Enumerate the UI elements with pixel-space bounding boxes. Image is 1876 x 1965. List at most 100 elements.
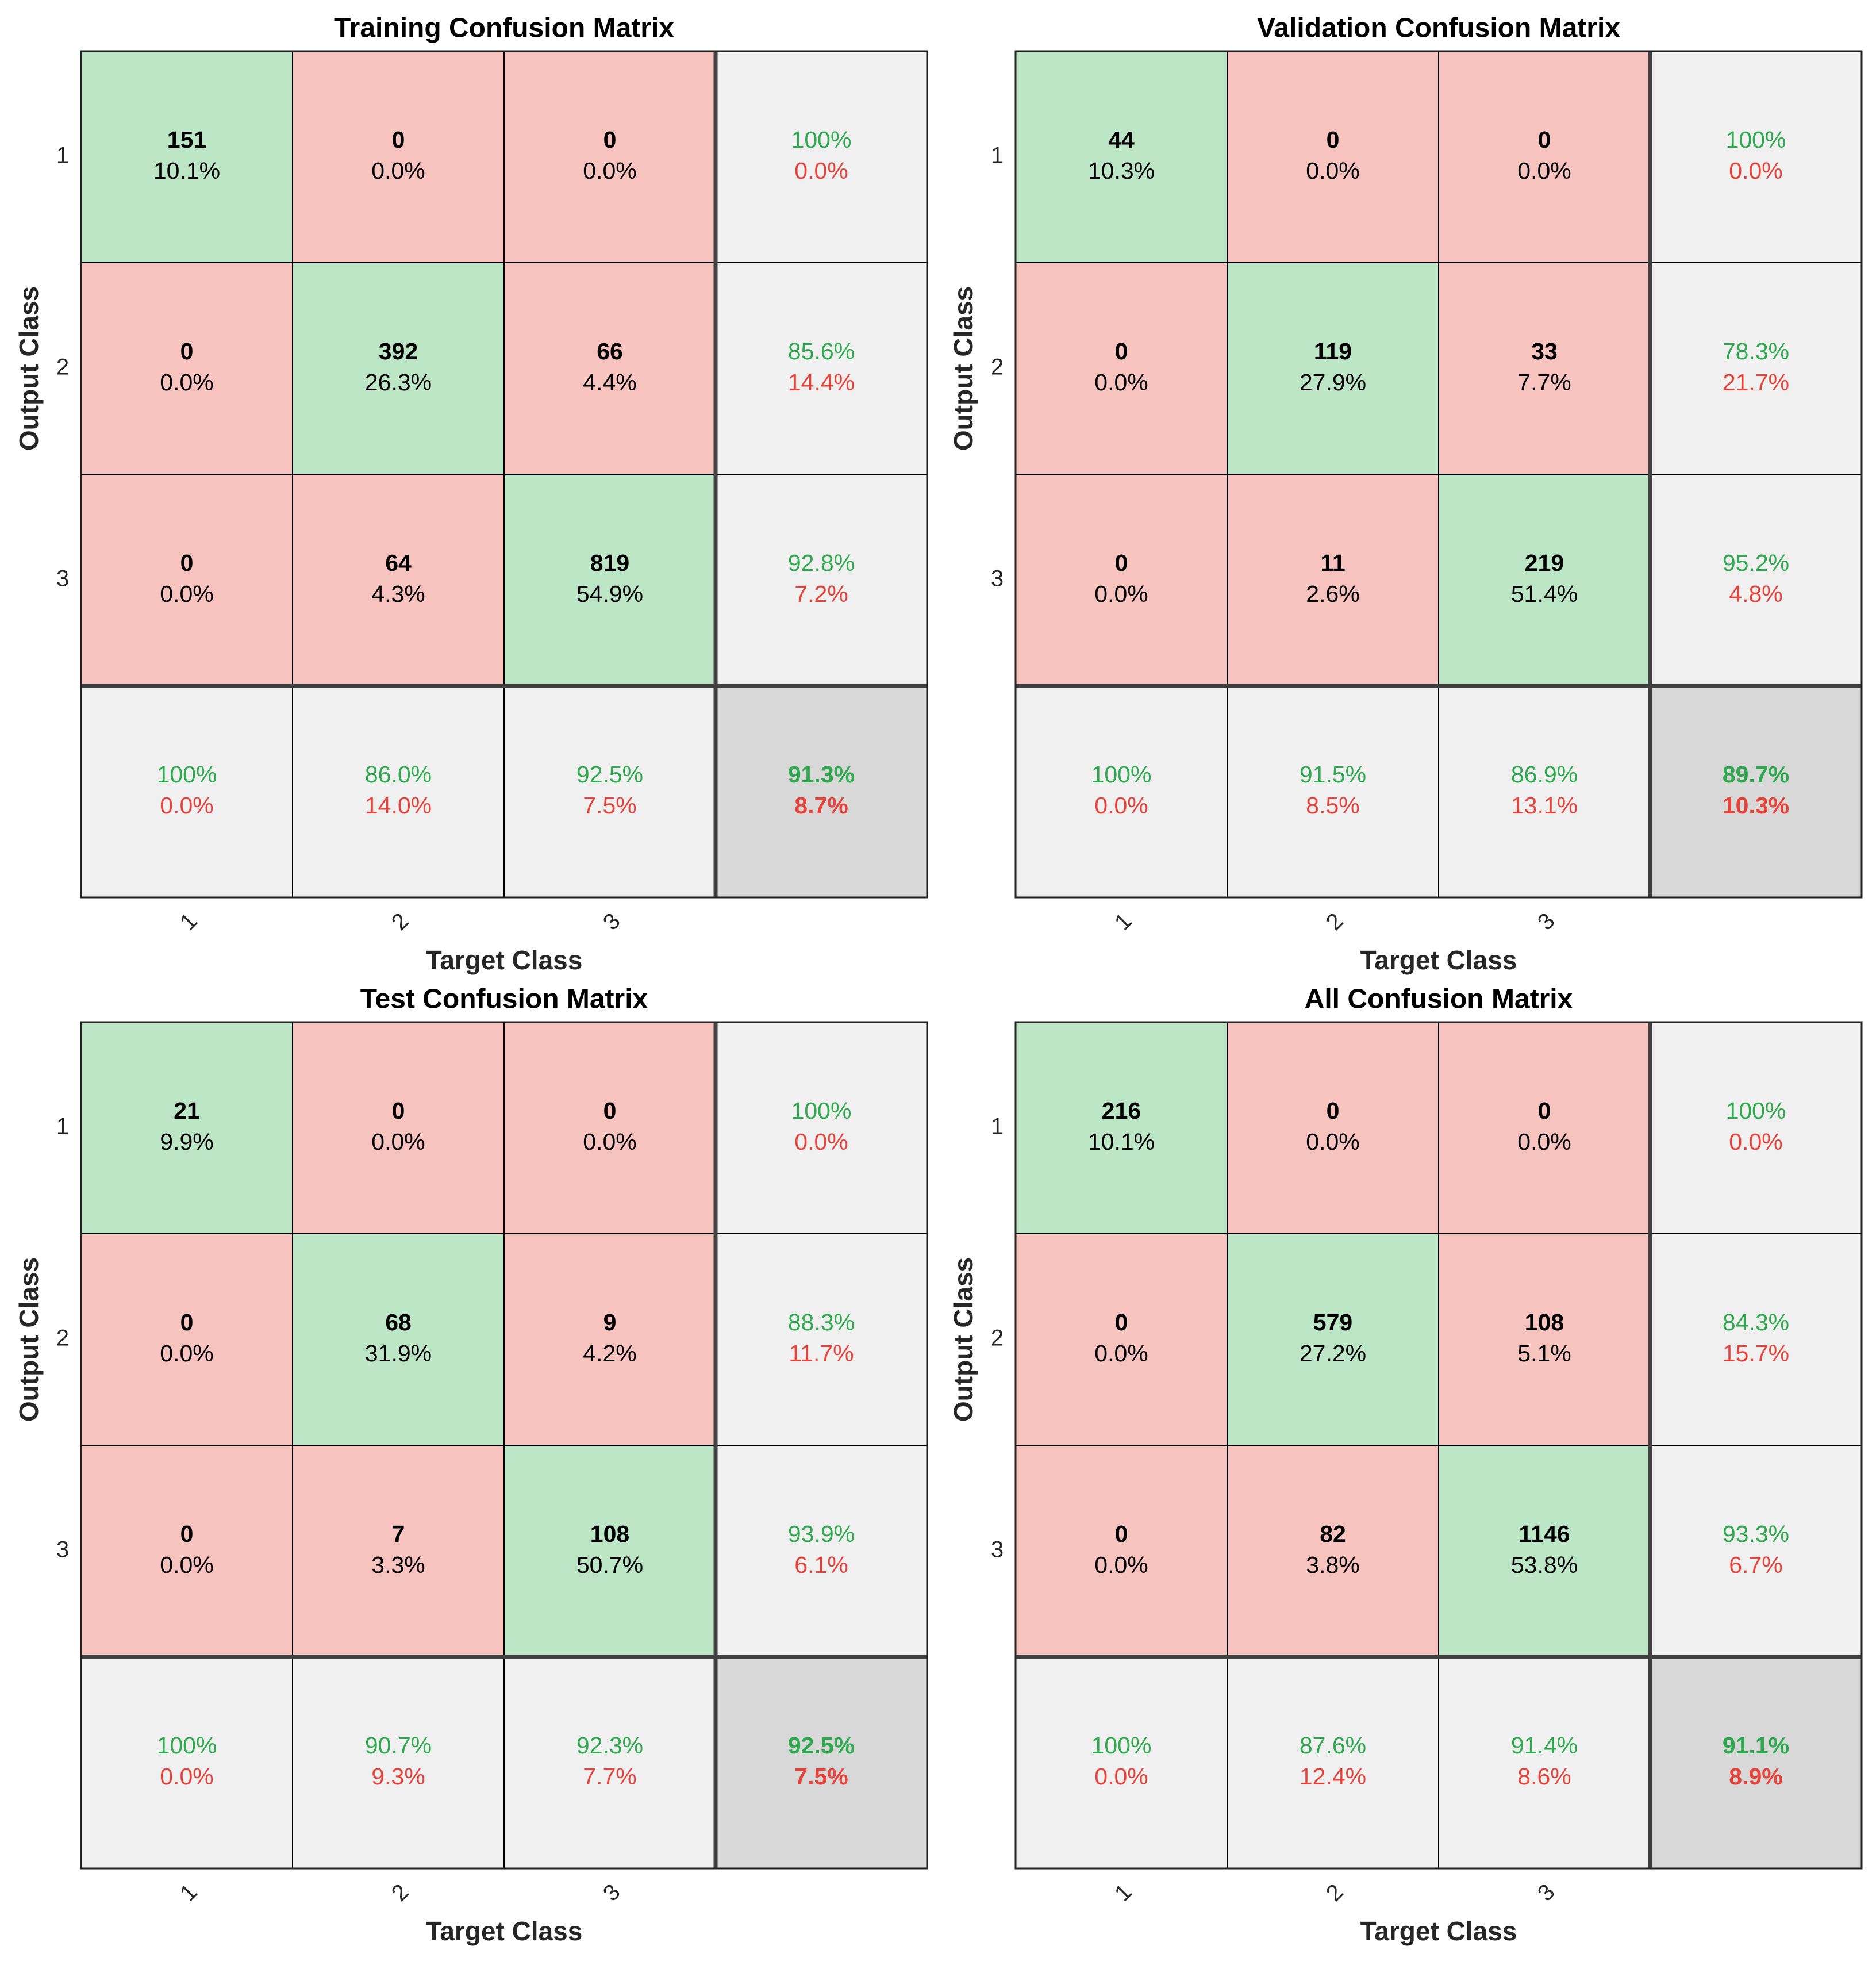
- y-axis-label: Output Class: [948, 286, 978, 451]
- count-label: 7: [392, 1521, 405, 1547]
- correct-label: 91.3%: [788, 761, 855, 788]
- summary-cell: [80, 1656, 293, 1869]
- correct-label: 89.7%: [1723, 761, 1789, 788]
- percent-label: 4.3%: [371, 581, 425, 607]
- percent-label: 51.4%: [1511, 581, 1578, 607]
- y-axis-label: Output Class: [14, 286, 44, 451]
- correct-label: 85.6%: [788, 338, 855, 364]
- matrix-cell: [80, 1233, 293, 1446]
- y-axis-label: Output Class: [14, 1257, 44, 1422]
- percent-label: 3.8%: [1306, 1552, 1359, 1578]
- percent-label: 10.1%: [1088, 1129, 1155, 1155]
- x-axis-label: Target Class: [426, 1916, 583, 1946]
- count-label: 151: [167, 126, 206, 153]
- summary-cell: [1438, 1656, 1651, 1869]
- count-label: 0: [1115, 1521, 1128, 1547]
- count-label: 0: [180, 338, 194, 364]
- count-label: 0: [1115, 338, 1128, 364]
- correct-label: 78.3%: [1723, 338, 1789, 364]
- error-label: 7.5%: [583, 792, 636, 819]
- matrix-cell: [80, 51, 293, 263]
- count-label: 392: [379, 338, 418, 364]
- error-label: 0.0%: [1729, 1129, 1782, 1155]
- y-tick-label: 2: [991, 1326, 1004, 1351]
- x-tick-label: 3: [598, 908, 625, 935]
- error-label: 8.6%: [1517, 1763, 1571, 1790]
- correct-label: 92.5%: [576, 761, 643, 788]
- percent-label: 4.2%: [583, 1340, 636, 1367]
- correct-label: 93.9%: [788, 1521, 855, 1547]
- y-tick-label: 2: [56, 1326, 69, 1351]
- y-tick-label: 1: [56, 1114, 69, 1139]
- matrix-cell: [80, 1445, 293, 1657]
- count-label: 33: [1531, 338, 1558, 364]
- percent-label: 27.2%: [1300, 1340, 1366, 1367]
- percent-label: 0.0%: [160, 1552, 213, 1578]
- percent-label: 0.0%: [1094, 581, 1148, 607]
- x-tick-label: 1: [175, 908, 202, 935]
- y-tick-label: 1: [56, 143, 69, 168]
- percent-label: 3.3%: [371, 1552, 425, 1578]
- correct-label: 100%: [157, 761, 217, 788]
- percent-label: 9.9%: [160, 1129, 213, 1155]
- correct-label: 100%: [157, 1732, 217, 1759]
- count-label: 0: [180, 1521, 194, 1547]
- matrix-cell: [1015, 474, 1228, 686]
- summary-cell: [1227, 1656, 1439, 1869]
- percent-label: 0.0%: [371, 1129, 425, 1155]
- summary-cell: [715, 474, 928, 686]
- percent-label: 4.4%: [583, 369, 636, 396]
- matrix-cell: [1015, 262, 1228, 475]
- error-label: 8.5%: [1306, 792, 1359, 819]
- error-label: 6.1%: [794, 1552, 848, 1578]
- correct-label: 92.5%: [788, 1732, 855, 1759]
- summary-cell: [1650, 1233, 1862, 1446]
- error-label: 0.0%: [794, 158, 848, 184]
- x-tick-label: 1: [175, 1879, 202, 1906]
- error-label: 12.4%: [1300, 1763, 1366, 1790]
- matrix-cell: [292, 1022, 505, 1234]
- matrix-cell: [292, 1233, 505, 1446]
- x-tick-label: 1: [1110, 1879, 1137, 1906]
- correct-label: 92.3%: [576, 1732, 643, 1759]
- summary-cell: [292, 1656, 505, 1869]
- summary-cell: [715, 1445, 928, 1657]
- matrix-cell: [292, 51, 505, 263]
- summary-cell: [715, 262, 928, 475]
- count-label: 44: [1108, 126, 1135, 153]
- chart-title: Training Confusion Matrix: [334, 13, 674, 44]
- correct-label: 91.4%: [1511, 1732, 1578, 1759]
- correct-label: 90.7%: [365, 1732, 432, 1759]
- correct-label: 92.8%: [788, 550, 855, 576]
- correct-label: 100%: [1726, 126, 1786, 153]
- x-tick-label: 2: [387, 1879, 414, 1906]
- x-tick-label: 2: [1321, 1879, 1348, 1906]
- y-tick-label: 1: [991, 143, 1004, 168]
- matrix-cell: [1438, 1233, 1651, 1446]
- matrix-cell: [1015, 51, 1228, 263]
- error-label: 21.7%: [1723, 369, 1789, 396]
- error-label: 6.7%: [1729, 1552, 1782, 1578]
- summary-cell: [503, 685, 716, 898]
- y-tick-label: 2: [991, 355, 1004, 380]
- x-tick-label: 3: [598, 1879, 625, 1906]
- x-axis-label: Target Class: [1360, 945, 1517, 975]
- count-label: 108: [1525, 1309, 1564, 1335]
- matrix-cell: [292, 1445, 505, 1657]
- x-tick-label: 3: [1533, 908, 1560, 935]
- x-tick-label: 2: [387, 908, 414, 935]
- count-label: 11: [1320, 550, 1345, 576]
- count-label: 0: [180, 1309, 194, 1335]
- matrix-cell: [1438, 1022, 1651, 1234]
- matrix-border: [80, 50, 928, 899]
- matrix-cell: [1227, 51, 1439, 263]
- error-label: 14.0%: [365, 792, 432, 819]
- correct-label: 100%: [1726, 1097, 1786, 1124]
- error-label: 0.0%: [1094, 1763, 1148, 1790]
- x-axis-label: Target Class: [426, 945, 583, 975]
- matrix-cell: [1227, 1233, 1439, 1446]
- percent-label: 0.0%: [1517, 1129, 1571, 1155]
- matrix-cell: [1438, 51, 1651, 263]
- correct-label: 84.3%: [1723, 1309, 1789, 1335]
- summary-cell: [80, 685, 293, 898]
